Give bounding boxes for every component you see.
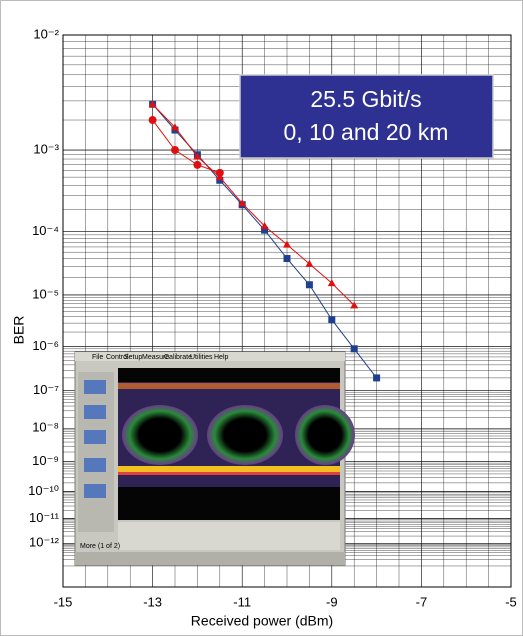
annotation-bg [239, 74, 494, 159]
x-tick-label: -15 [54, 594, 73, 609]
marker [350, 301, 359, 309]
marker [238, 199, 247, 207]
eye-opening [122, 405, 198, 465]
annotation-text: 0, 10 and 20 km [284, 119, 449, 145]
y-tick-label: 10⁻⁶ [32, 338, 59, 353]
series-line [152, 103, 355, 306]
marker [193, 160, 202, 169]
menu-item: Utilities [190, 354, 213, 361]
menu-item: Help [214, 354, 229, 361]
status-bar [75, 552, 345, 565]
y-tick-label: 10⁻⁷ [33, 382, 59, 397]
x-axis-label: Received power (dBm) [191, 613, 333, 629]
footer-text: More (1 of 2) [80, 543, 120, 550]
eye-level [118, 466, 340, 475]
y-tick-label: 10⁻¹¹ [29, 510, 60, 525]
marker [305, 259, 314, 267]
marker [148, 116, 157, 125]
x-tick-label: -5 [505, 594, 517, 609]
x-tick-label: -9 [326, 594, 338, 609]
marker [283, 255, 291, 263]
menu-item: Calibrate [164, 354, 192, 361]
x-tick-label: -7 [416, 594, 428, 609]
side-panel [78, 372, 114, 532]
menu-item: Control [106, 354, 129, 361]
button [84, 380, 106, 394]
marker [328, 316, 336, 324]
menu-item: File [92, 354, 103, 361]
marker [305, 281, 313, 289]
eye-level [118, 383, 340, 389]
marker [215, 168, 224, 177]
marker [171, 146, 179, 155]
eye-opening [295, 405, 355, 465]
marker [193, 152, 202, 160]
y-tick-label: 10⁻⁴ [32, 223, 59, 238]
measure-panel [118, 522, 340, 550]
marker [216, 176, 224, 184]
marker [327, 279, 336, 287]
eye-opening [207, 405, 283, 465]
plot-marks [148, 100, 381, 382]
x-tick-label: -11 [233, 594, 251, 609]
y-tick-label: 10⁻⁸ [32, 420, 59, 435]
button [84, 458, 106, 472]
menu-bar [75, 352, 345, 361]
marker [171, 123, 179, 131]
marker [373, 374, 381, 382]
eye-level [118, 472, 340, 475]
button [84, 405, 106, 419]
button [84, 484, 106, 498]
button [84, 430, 106, 444]
y-tick-label: 10⁻³ [33, 141, 59, 156]
annotation-box: 25.5 Gbit/s 0, 10 and 20 km [239, 74, 494, 159]
marker [261, 226, 269, 234]
y-tick-label: 10⁻² [33, 26, 59, 41]
menu-item: Setup [124, 354, 142, 361]
plot-border [62, 34, 512, 588]
y-tick-label: 10⁻¹² [29, 535, 60, 550]
series-line [152, 119, 220, 174]
menu-item: Measure [142, 354, 169, 361]
y-axis-label: BER [11, 316, 27, 345]
marker [148, 100, 157, 108]
y-tick-label: 10⁻¹⁰ [28, 483, 59, 498]
marker [260, 221, 269, 229]
marker [283, 240, 291, 248]
annotation-text: 25.5 Gbit/s [310, 86, 421, 112]
x-tick-label: -13 [143, 594, 162, 609]
marker [350, 345, 358, 353]
y-tick-label: 10⁻⁹ [32, 453, 59, 468]
y-tick-label: 10⁻⁵ [32, 286, 59, 301]
